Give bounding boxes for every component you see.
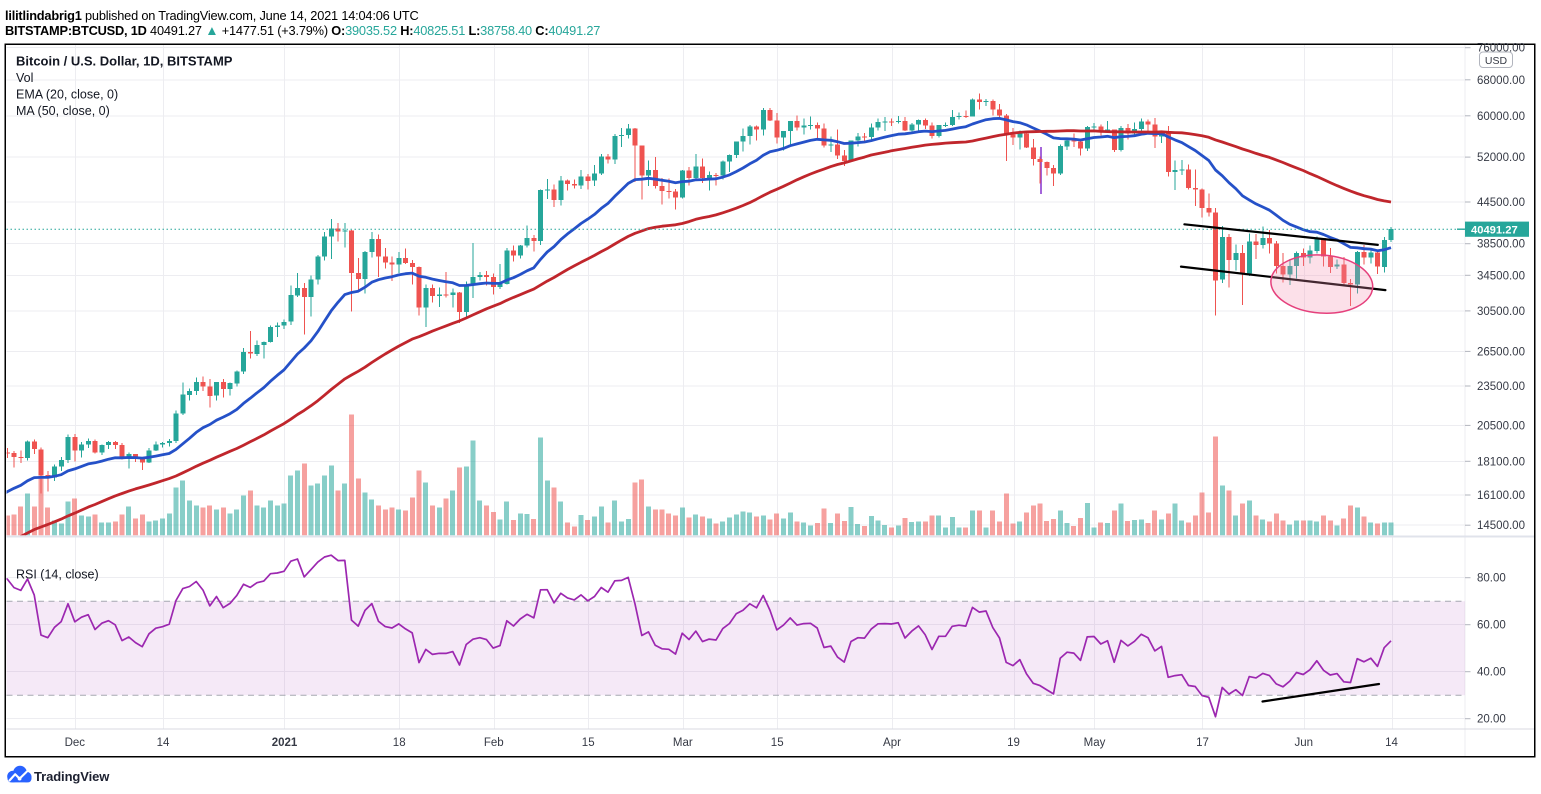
svg-text:30500.00: 30500.00 bbox=[1477, 306, 1525, 318]
svg-text:52000.00: 52000.00 bbox=[1477, 152, 1525, 164]
svg-text:20.00: 20.00 bbox=[1477, 714, 1506, 726]
svg-text:38500.00: 38500.00 bbox=[1477, 239, 1525, 251]
svg-text:60000.00: 60000.00 bbox=[1477, 111, 1525, 123]
svg-text:lilitlindabrig1 published on T: lilitlindabrig1 published on TradingView… bbox=[5, 8, 419, 23]
svg-text:Jun: Jun bbox=[1295, 737, 1314, 749]
svg-text:TradingView: TradingView bbox=[34, 769, 110, 784]
svg-text:May: May bbox=[1084, 737, 1106, 749]
svg-text:44500.00: 44500.00 bbox=[1477, 197, 1525, 209]
svg-text:Mar: Mar bbox=[673, 737, 693, 749]
svg-text:15: 15 bbox=[582, 737, 595, 749]
svg-text:19: 19 bbox=[1007, 737, 1020, 749]
svg-text:14500.00: 14500.00 bbox=[1477, 520, 1525, 532]
svg-text:40.00: 40.00 bbox=[1477, 667, 1506, 679]
svg-text:80.00: 80.00 bbox=[1477, 573, 1506, 585]
svg-text:18: 18 bbox=[393, 737, 406, 749]
svg-text:14: 14 bbox=[157, 737, 170, 749]
svg-text:Dec: Dec bbox=[65, 737, 86, 749]
svg-text:15: 15 bbox=[771, 737, 784, 749]
svg-text:EMA (20, close, 0): EMA (20, close, 0) bbox=[16, 88, 118, 102]
svg-text:40491.27: 40491.27 bbox=[1471, 224, 1518, 236]
svg-text:34500.00: 34500.00 bbox=[1477, 270, 1525, 282]
svg-text:USD: USD bbox=[1485, 55, 1508, 67]
svg-text:60.00: 60.00 bbox=[1477, 620, 1506, 632]
svg-text:MA (50, close, 0): MA (50, close, 0) bbox=[16, 104, 110, 118]
svg-text:2021: 2021 bbox=[272, 737, 298, 749]
svg-text:Feb: Feb bbox=[484, 737, 504, 749]
svg-text:Apr: Apr bbox=[883, 737, 901, 749]
svg-text:17: 17 bbox=[1196, 737, 1209, 749]
svg-text:RSI (14, close): RSI (14, close) bbox=[16, 568, 99, 582]
svg-text:68000.00: 68000.00 bbox=[1477, 75, 1525, 87]
svg-text:BITSTAMP:BTCUSD, 1D 40491.27 ▲: BITSTAMP:BTCUSD, 1D 40491.27 ▲ +1477.51 … bbox=[5, 23, 600, 38]
svg-text:Bitcoin / U.S. Dollar, 1D, BIT: Bitcoin / U.S. Dollar, 1D, BITSTAMP bbox=[16, 54, 233, 69]
svg-text:16100.00: 16100.00 bbox=[1477, 490, 1525, 502]
svg-text:Vol: Vol bbox=[16, 71, 33, 85]
svg-text:26500.00: 26500.00 bbox=[1477, 346, 1525, 358]
svg-text:20500.00: 20500.00 bbox=[1477, 420, 1525, 432]
svg-text:23500.00: 23500.00 bbox=[1477, 381, 1525, 393]
svg-text:14: 14 bbox=[1385, 737, 1398, 749]
svg-text:18100.00: 18100.00 bbox=[1477, 456, 1525, 468]
